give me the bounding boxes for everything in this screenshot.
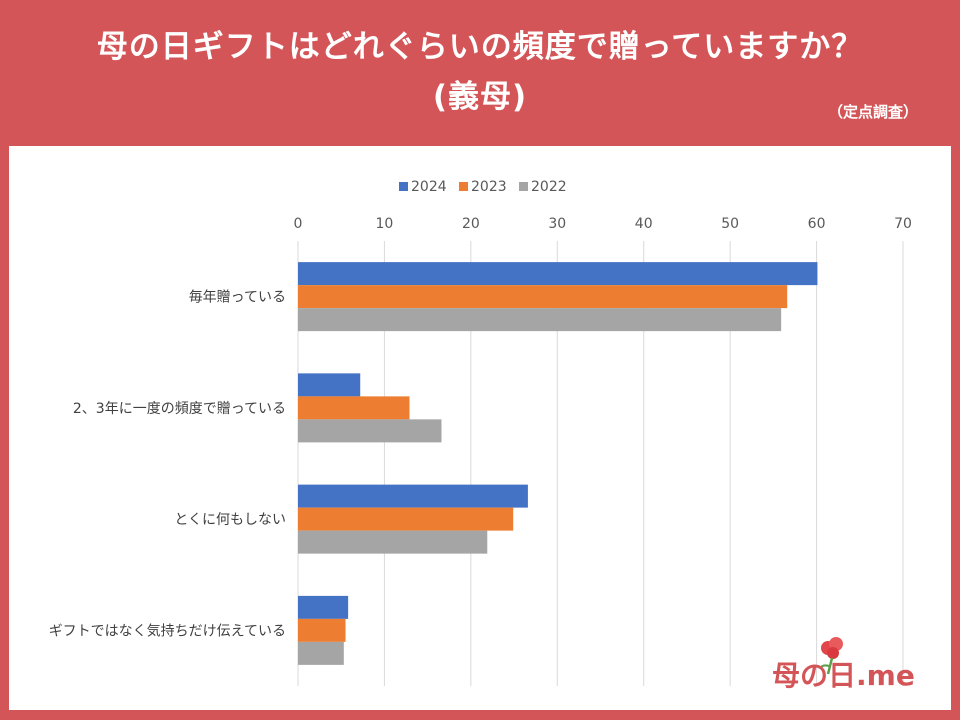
x-tick-label-3: 30 bbox=[548, 216, 566, 232]
survey-note: （定点調査） bbox=[827, 103, 918, 121]
bar-2022-2 bbox=[298, 530, 488, 554]
category-label-1: 2、3年に一度の頻度で贈っている bbox=[73, 401, 286, 417]
bar-2023-2 bbox=[298, 507, 514, 531]
bar-chart: 0 10 20 30 40 50 60 70 2024 2023 2022 毎年贈っている 2、3年に一… bbox=[49, 179, 912, 686]
bar-2023-3 bbox=[298, 618, 346, 642]
category-label-3: ギフトではなく気持ちだけ伝えている bbox=[49, 623, 286, 639]
x-tick-label-1: 10 bbox=[376, 216, 394, 232]
legend-label-2024: 2024 bbox=[411, 179, 447, 195]
x-tick-label-2: 20 bbox=[462, 216, 480, 232]
legend-swatch-2024 bbox=[399, 182, 408, 191]
legend-swatch-2022 bbox=[519, 182, 528, 191]
bar-2022-0 bbox=[298, 308, 782, 332]
bar-2024-0 bbox=[298, 262, 818, 286]
x-tick-label-5: 50 bbox=[721, 216, 739, 232]
chart-title: 母の日ギフトはどれぐらいの頻度で贈っていますか？ (義母) bbox=[0, 22, 960, 122]
logo-text: 母の日.me bbox=[772, 659, 915, 692]
bar-2024-3 bbox=[298, 595, 349, 619]
x-tick-label-0: 0 bbox=[294, 216, 303, 232]
bar-2022-3 bbox=[298, 641, 344, 665]
title-line-2: (義母) bbox=[432, 79, 528, 115]
brand-logo: 母の日.me bbox=[772, 637, 942, 700]
x-tick-label-4: 40 bbox=[635, 216, 653, 232]
x-tick-label-6: 60 bbox=[808, 216, 826, 232]
title-line-1: 母の日ギフトはどれぐらいの頻度で贈っていますか？ bbox=[96, 29, 864, 65]
bar-2023-1 bbox=[298, 396, 410, 420]
bar-2022-1 bbox=[298, 419, 442, 443]
category-label-2: とくに何もしない bbox=[174, 512, 286, 528]
legend-label-2023: 2023 bbox=[471, 179, 507, 195]
legend-label-2022: 2022 bbox=[531, 179, 567, 195]
carnation-icon bbox=[819, 637, 843, 675]
bar-2024-1 bbox=[298, 373, 361, 397]
chart-panel: 0 10 20 30 40 50 60 70 2024 2023 2022 毎年贈っている 2、3年に一… bbox=[9, 146, 951, 710]
bar-2024-2 bbox=[298, 484, 528, 508]
category-label-0: 毎年贈っている bbox=[189, 290, 286, 306]
x-tick-label-7: 70 bbox=[894, 216, 912, 232]
bar-2023-0 bbox=[298, 285, 788, 309]
legend-swatch-2023 bbox=[459, 182, 468, 191]
